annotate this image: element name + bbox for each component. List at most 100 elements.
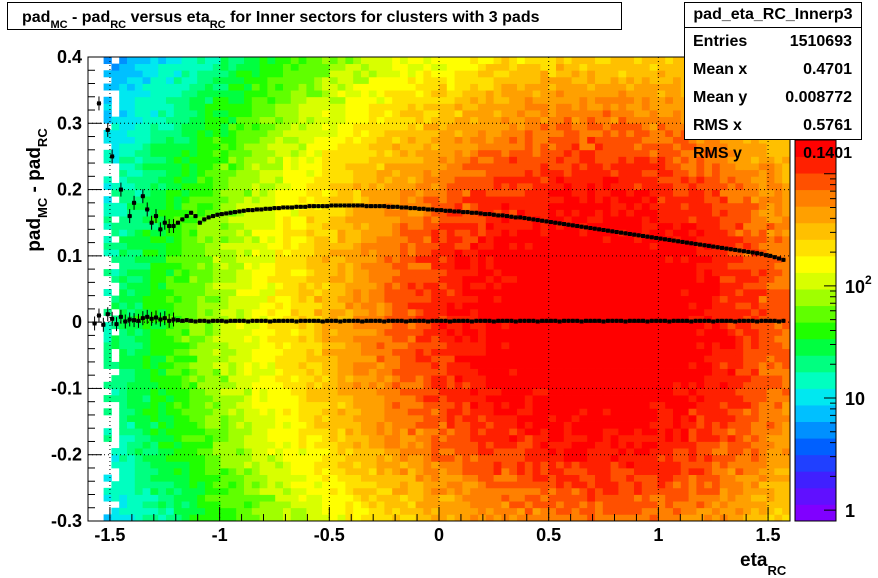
heatmap-cell (571, 96, 580, 104)
heatmap-cell (657, 182, 666, 190)
heatmap-cell (314, 401, 323, 409)
heatmap-cell (275, 454, 284, 462)
heatmap-cell (509, 83, 518, 91)
heatmap-cell (548, 123, 557, 131)
heatmap-cell (649, 302, 658, 310)
heatmap-cell (220, 395, 229, 403)
heatmap-cell (337, 335, 346, 343)
heatmap-cell (384, 428, 393, 436)
heatmap-cell (150, 57, 159, 65)
heatmap-cell (649, 129, 658, 137)
heatmap-cell (509, 202, 518, 210)
heatmap-cell (665, 467, 674, 475)
heatmap-cell (501, 235, 510, 243)
heatmap-cell (205, 189, 214, 197)
heatmap-cell (236, 196, 245, 204)
heatmap-cell (532, 76, 541, 84)
heatmap-cell (119, 501, 128, 509)
heatmap-cell (524, 169, 533, 177)
heatmap-cell (641, 169, 650, 177)
heatmap-cell (119, 428, 128, 436)
heatmap-cell (532, 209, 541, 217)
heatmap-cell (517, 428, 526, 436)
heatmap-cell (641, 262, 650, 270)
heatmap-cell (618, 116, 627, 124)
heatmap-cell (290, 229, 299, 237)
heatmap-cell (462, 408, 471, 416)
heatmap-cell (189, 395, 198, 403)
heatmap-cell (602, 202, 611, 210)
heatmap-cell (322, 348, 331, 356)
heatmap-cell (173, 76, 182, 84)
heatmap-cell (400, 421, 409, 429)
heatmap-cell (392, 242, 401, 250)
heatmap-cell (368, 361, 377, 369)
heatmap-cell (212, 474, 221, 482)
heatmap-cell (407, 421, 416, 429)
heatmap-cell (103, 156, 112, 164)
heatmap-cell (119, 76, 128, 84)
heatmap-cell (540, 368, 549, 376)
heatmap-cell (205, 96, 214, 104)
heatmap-cell (649, 507, 658, 515)
heatmap-cell (423, 110, 432, 118)
heatmap-cell (415, 83, 424, 91)
heatmap-cell (602, 401, 611, 409)
heatmap-cell (517, 96, 526, 104)
heatmap-cell (368, 143, 377, 151)
heatmap-cell (485, 103, 494, 111)
heatmap-cell (485, 474, 494, 482)
heatmap-cell (439, 308, 448, 316)
heatmap-cell (197, 149, 206, 157)
heatmap-cell (134, 57, 143, 65)
heatmap-cell (548, 269, 557, 277)
heatmap-cell (540, 348, 549, 356)
heatmap-cell (259, 335, 268, 343)
heatmap-cell (532, 461, 541, 469)
heatmap-cell (353, 381, 362, 389)
heatmap-cell (345, 295, 354, 303)
heatmap-cell (431, 355, 440, 363)
heatmap-cell (251, 308, 260, 316)
heatmap-cell (158, 83, 167, 91)
heatmap-cell (478, 328, 487, 336)
heatmap-cell (158, 282, 167, 290)
heatmap-cell (142, 83, 151, 91)
heatmap-cell (626, 216, 635, 224)
heatmap-cell (158, 474, 167, 482)
heatmap-cell (407, 408, 416, 416)
heatmap-cell (478, 222, 487, 230)
heatmap-cell (641, 275, 650, 283)
heatmap-cell (485, 421, 494, 429)
heatmap-cell (649, 481, 658, 489)
heatmap-cell (322, 381, 331, 389)
heatmap-cell (119, 103, 128, 111)
heatmap-cell (290, 355, 299, 363)
heatmap-cell (173, 169, 182, 177)
heatmap-cell (431, 110, 440, 118)
heatmap-cell (205, 282, 214, 290)
heatmap-cell (290, 494, 299, 502)
heatmap-cell (298, 401, 307, 409)
heatmap-cell (142, 63, 151, 71)
heatmap-cell (283, 289, 292, 297)
heatmap-cell (610, 242, 619, 250)
heatmap-cell (384, 375, 393, 383)
heatmap-cell (150, 474, 159, 482)
heatmap-cell (173, 83, 182, 91)
heatmap-cell (602, 235, 611, 243)
heatmap-cell (431, 202, 440, 210)
heatmap-cell (345, 441, 354, 449)
heatmap-cell (478, 348, 487, 356)
heatmap-cell (571, 83, 580, 91)
heatmap-cell (540, 481, 549, 489)
heatmap-cell (509, 421, 518, 429)
heatmap-cell (275, 282, 284, 290)
heatmap-cell (228, 149, 237, 157)
heatmap-cell (400, 342, 409, 350)
heatmap-cell (251, 368, 260, 376)
heatmap-cell (267, 461, 276, 469)
heatmap-cell (259, 143, 268, 151)
heatmap-cell (571, 216, 580, 224)
heatmap-cell (524, 375, 533, 383)
